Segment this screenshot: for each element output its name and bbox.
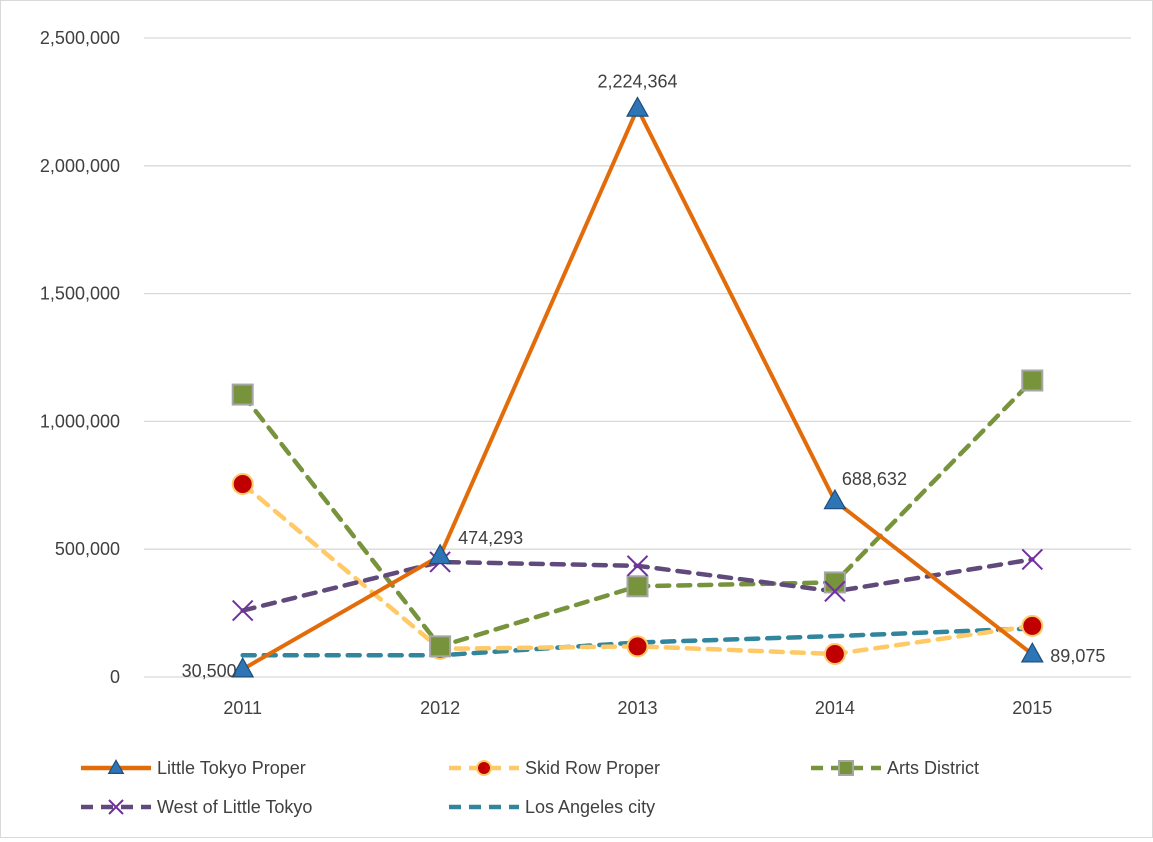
data-point-little-tokyo-proper xyxy=(231,656,255,678)
legend-entry-skid-row-proper: Skid Row Proper xyxy=(449,758,660,778)
x-tick-label: 2015 xyxy=(1012,698,1052,718)
data-point-skid-row-proper xyxy=(1021,614,1044,637)
data-point-skid-row-proper xyxy=(626,635,649,658)
series-line-los-angeles-city xyxy=(240,626,1035,658)
data-point-skid-row-proper xyxy=(823,642,846,665)
series-line-skid-row-proper xyxy=(240,481,1035,657)
data-point-arts-district xyxy=(626,575,649,598)
data-label: 30,500 xyxy=(182,661,237,681)
data-point-west-of-little-tokyo xyxy=(626,555,649,577)
data-point-west-of-little-tokyo xyxy=(231,599,254,622)
legend-marker xyxy=(476,760,492,776)
x-axis-tick-labels: 2011 2012 2013 2014 2015 xyxy=(223,698,1052,718)
legend-label: Arts District xyxy=(887,758,979,778)
data-point-arts-district xyxy=(1021,369,1044,392)
data-point-little-tokyo-proper xyxy=(823,488,847,510)
gridlines xyxy=(144,37,1131,678)
legend-entry-los-angeles-city: Los Angeles city xyxy=(449,797,655,817)
legend-entry-arts-district: Arts District xyxy=(811,758,979,778)
data-point-little-tokyo-proper xyxy=(428,543,452,565)
data-point-arts-district xyxy=(429,635,452,658)
series-markers xyxy=(231,96,1044,678)
y-tick-label: 500,000 xyxy=(55,539,120,559)
series-line-arts-district xyxy=(240,378,1035,649)
data-label: 2,224,364 xyxy=(597,71,677,91)
legend-entry-west-of-little-tokyo: West of Little Tokyo xyxy=(81,797,312,817)
data-point-little-tokyo-proper xyxy=(626,96,649,117)
legend-label: West of Little Tokyo xyxy=(157,797,312,817)
x-tick-label: 2012 xyxy=(420,698,460,718)
data-point-west-of-little-tokyo xyxy=(824,580,846,603)
data-label: 688,632 xyxy=(842,469,907,489)
y-tick-label: 2,500,000 xyxy=(40,28,120,48)
y-axis-tick-labels: 0 500,000 1,000,000 1,500,000 2,000,000 2,500… xyxy=(40,28,120,687)
x-tick-label: 2014 xyxy=(815,698,855,718)
y-tick-label: 0 xyxy=(110,667,120,687)
x-tick-label: 2011 xyxy=(223,698,262,718)
y-tick-label: 1,500,000 xyxy=(40,284,120,304)
legend-marker xyxy=(838,760,854,776)
legend-entry-little-tokyo-proper: Little Tokyo Proper xyxy=(81,758,306,778)
legend-marker xyxy=(108,799,124,815)
data-label: 89,075 xyxy=(1050,646,1105,666)
data-point-arts-district xyxy=(823,571,846,594)
data-labels: 30,500 474,293 2,224,364 688,632 89,075 xyxy=(182,71,1106,681)
y-tick-label: 1,000,000 xyxy=(40,411,120,431)
legend-marker xyxy=(107,759,125,774)
data-point-skid-row-proper xyxy=(231,473,254,496)
x-tick-label: 2013 xyxy=(617,698,657,718)
legend-label: Skid Row Proper xyxy=(525,758,660,778)
legend-label: Los Angeles city xyxy=(525,797,655,817)
data-point-arts-district xyxy=(231,383,254,406)
legend-label: Little Tokyo Proper xyxy=(157,758,306,778)
data-point-little-tokyo-proper xyxy=(1020,642,1044,663)
y-tick-label: 2,000,000 xyxy=(40,156,120,176)
legend: Little Tokyo Proper Skid Row Proper Arts D… xyxy=(81,758,979,817)
data-label: 474,293 xyxy=(458,528,523,548)
data-point-west-of-little-tokyo xyxy=(1021,548,1044,571)
